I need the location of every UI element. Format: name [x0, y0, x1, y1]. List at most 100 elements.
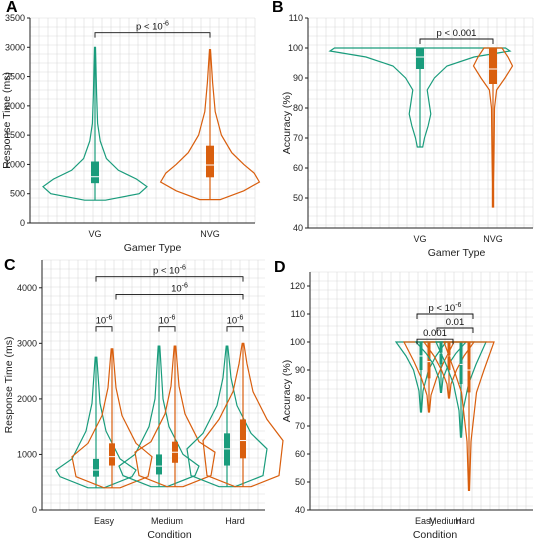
sig-superscript: -6 — [182, 282, 188, 289]
box-hard-nvg-box — [240, 419, 246, 459]
violin-easy-vg — [55, 356, 137, 489]
violin-hard-vg — [435, 341, 487, 438]
x-tick-label: VG — [88, 229, 101, 239]
y-axis-label: Accuracy (%) — [281, 360, 293, 422]
y-tick-label: 80 — [295, 393, 305, 403]
x-axis-label: Condition — [413, 529, 458, 541]
sig-text: p < 10 — [136, 22, 163, 33]
x-tick-label: Hard — [455, 516, 475, 526]
y-tick-label: 2000 — [5, 101, 25, 111]
y-tick-label: 100 — [290, 337, 305, 347]
violin-medium-nvg — [422, 341, 476, 399]
sig-text: 0.01 — [446, 317, 465, 328]
panel-c: C 0 1000 2000 3000 4000 Response Time (ms) Easy… — [3, 257, 284, 541]
sig-superscript: -6 — [169, 315, 175, 322]
y-tick-label: 0 — [32, 505, 37, 515]
y-tick-label: 1000 — [5, 159, 25, 169]
y-tick-label: 80 — [293, 103, 303, 113]
box-easy-nvg-box — [109, 443, 115, 466]
panel-b: B 40 50 60 70 80 90 100 110 Accuracy (%) VG NVG Game… — [272, 0, 534, 259]
violin-hard-vg — [186, 345, 268, 488]
sig-text: p < 10 — [153, 266, 180, 277]
panel-letter: C — [4, 257, 16, 274]
sig-superscript: -6 — [106, 315, 112, 322]
box-nvg-box — [206, 145, 214, 178]
y-tick-label: 3500 — [5, 13, 25, 23]
y-tick-label: 110 — [289, 13, 303, 23]
significance-label: 0.001 — [423, 328, 447, 339]
box-vg-box — [91, 161, 99, 184]
violin-nvg — [472, 47, 514, 208]
significance-label: p < 10-6 — [429, 302, 462, 314]
y-tick-label: 120 — [290, 281, 305, 291]
y-axis-label: Response Time (ms) — [3, 337, 15, 434]
y-tick-label: 1000 — [17, 449, 37, 459]
sig-superscript: -6 — [180, 265, 186, 272]
y-tick-label: 4000 — [17, 283, 37, 293]
x-tick-label: Medium — [151, 516, 183, 526]
sig-text: 10 — [96, 316, 107, 327]
significance-bracket — [226, 326, 244, 332]
violin-easy-nvg — [403, 341, 455, 413]
panel-letter: B — [272, 0, 284, 16]
box-medium-vg-box — [156, 454, 162, 475]
sig-superscript: -6 — [455, 302, 461, 309]
y-tick-label: 100 — [288, 43, 303, 53]
significance-bracket — [158, 326, 176, 332]
panel-letter: D — [274, 259, 286, 276]
x-tick-label: NVG — [483, 234, 503, 244]
y-tick-label: 2000 — [17, 394, 37, 404]
sig-superscript: -6 — [163, 21, 169, 28]
y-tick-label: 40 — [295, 505, 305, 515]
panel-d: D 40 50 60 70 80 90 100 110 120 Accuracy (%) EasyMe… — [274, 259, 533, 541]
box-nvg-box — [489, 48, 497, 84]
box-hard-vg-box — [224, 433, 230, 466]
significance-bracket — [94, 32, 211, 38]
y-tick-label: 50 — [295, 477, 305, 487]
x-axis-label: Gamer Type — [428, 247, 486, 259]
violin-hard-nvg — [202, 342, 284, 488]
violin-easy-nvg — [71, 348, 153, 489]
panel-a: A 0 500 1000 1500 2000 2500 3000 3500 Response Ti… — [1, 0, 261, 254]
significance-label: 10-6 — [227, 315, 244, 327]
violin-medium-vg — [414, 341, 468, 393]
y-tick-label: 3000 — [5, 42, 25, 52]
violin-medium-vg — [118, 345, 200, 488]
significance-label: 10-6 — [159, 315, 176, 327]
x-tick-label: Hard — [225, 516, 245, 526]
box-easy-vg-box — [93, 458, 99, 477]
significance-bracket — [95, 326, 113, 332]
significance-bracket — [416, 338, 454, 345]
y-tick-label: 70 — [295, 421, 305, 431]
sig-text: p < 10 — [429, 303, 456, 314]
x-tick-label: Easy — [415, 516, 436, 526]
violin-hard-nvg — [443, 341, 495, 491]
significance-bracket — [416, 313, 474, 319]
y-tick-label: 70 — [293, 133, 303, 143]
violin-nvg — [159, 49, 261, 201]
y-tick-label: 60 — [293, 163, 303, 173]
significance-label: 10-6 — [171, 282, 188, 294]
y-tick-label: 2500 — [5, 72, 25, 82]
x-tick-label: Medium — [429, 516, 461, 526]
box-vg-box — [416, 48, 424, 69]
y-tick-label: 1500 — [5, 130, 25, 140]
y-tick-label: 0 — [20, 218, 25, 228]
x-tick-label: Easy — [94, 516, 115, 526]
violin-vg — [328, 47, 512, 148]
sig-text: p < 0.001 — [437, 28, 477, 39]
box-easy-nvg-box — [427, 342, 431, 379]
significance-bracket — [419, 38, 494, 44]
sig-text: 0.001 — [423, 328, 447, 339]
violin-easy-vg — [394, 341, 448, 413]
y-tick-label: 50 — [293, 193, 303, 203]
significance-bracket — [95, 276, 244, 282]
y-tick-label: 500 — [10, 189, 25, 199]
panel-letter: A — [6, 0, 18, 16]
y-axis-label: Response Time (ms) — [1, 72, 13, 169]
y-tick-label: 90 — [293, 73, 303, 83]
significance-bracket — [436, 327, 474, 333]
significance-label: p < 10-6 — [136, 21, 169, 33]
y-tick-label: 3000 — [17, 338, 37, 348]
sig-text: 10 — [171, 283, 182, 294]
